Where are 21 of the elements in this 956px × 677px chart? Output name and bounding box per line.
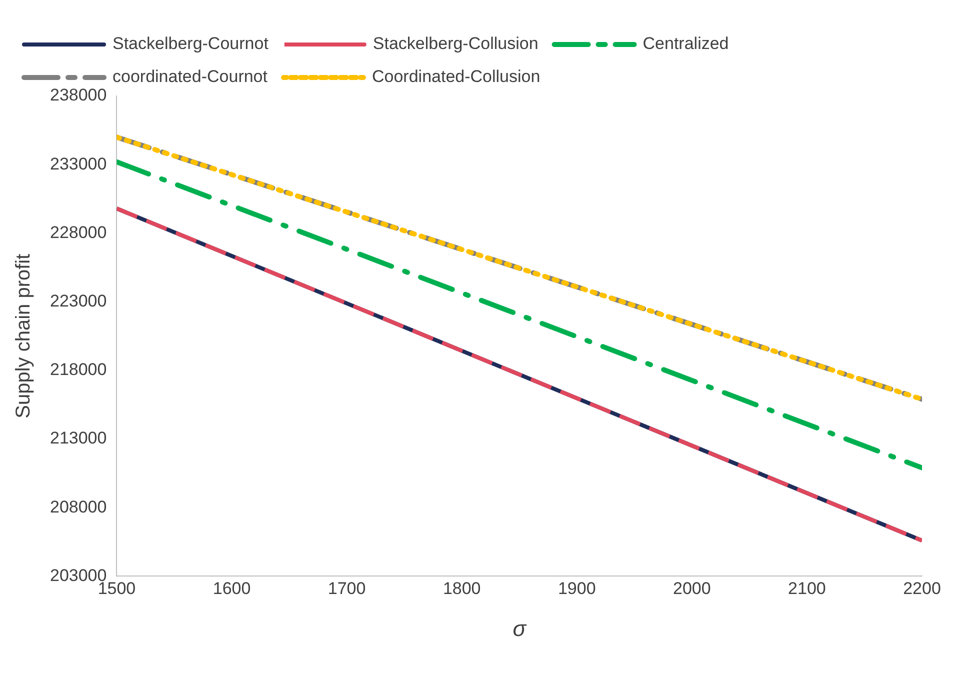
y-tick-label: 208000	[50, 497, 107, 516]
y-tick-label: 223000	[50, 291, 107, 310]
x-tick-label: 2000	[673, 579, 711, 598]
y-tick-label: 233000	[50, 154, 107, 174]
y-tick-label: 228000	[50, 222, 107, 242]
y-axis-title: Supply chain profit	[12, 253, 35, 418]
x-tick-label: 1600	[212, 579, 251, 598]
x-tick-label: 1700	[328, 579, 366, 598]
legend-label: Stackelberg-Collusion	[372, 34, 538, 54]
x-tick-label: 1800	[442, 579, 481, 598]
legend-label: Coordinated-Collusion	[372, 67, 540, 86]
x-tick-label: 2100	[788, 579, 826, 598]
x-tick-label: 2200	[903, 579, 941, 598]
legend-label: Stackelberg-Cournot	[112, 34, 269, 54]
legend-label: coordinated-Cournot	[112, 67, 268, 86]
legend-label: Centralized	[642, 34, 729, 54]
y-tick-label: 238000	[50, 86, 107, 105]
y-tick-label: 213000	[50, 428, 107, 448]
x-axis-title: σ	[512, 616, 527, 641]
y-tick-label: 218000	[50, 360, 107, 380]
x-tick-label: 1900	[558, 579, 596, 598]
